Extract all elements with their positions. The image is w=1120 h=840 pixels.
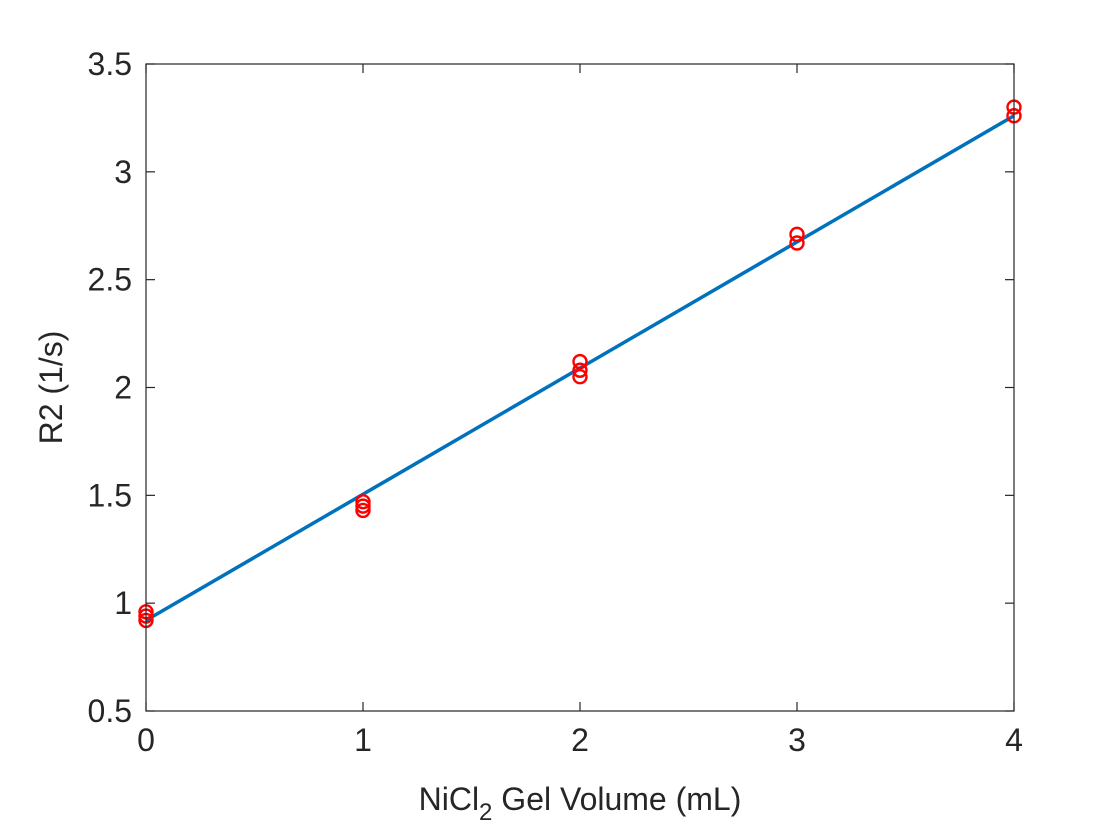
x-axis-label: NiCl2 Gel Volume (mL): [419, 781, 742, 826]
x-tick-label: 2: [571, 722, 589, 758]
x-tick-label: 1: [354, 722, 372, 758]
y-tick-label: 2.5: [88, 262, 132, 298]
y-tick-label: 0.5: [88, 693, 132, 729]
y-tick-label: 1: [114, 585, 132, 621]
y-tick-label: 2: [114, 370, 132, 406]
data-point-marker: [355, 494, 371, 510]
tick-labels-layer: 0 1 2 3 4 0.5 1 1.5 2 2.5 3 3.5: [88, 46, 1023, 758]
y-tick-label: 1.5: [88, 477, 132, 513]
data-point-marker: [572, 362, 588, 378]
data-point-marker: [572, 369, 588, 385]
y-axis-label: R2 (1/s): [33, 331, 69, 445]
data-point-marker: [355, 502, 371, 519]
x-axis-label-subscript: 2: [479, 799, 492, 826]
plot-area: [138, 99, 1022, 629]
axes-box: [145, 63, 1015, 712]
data-point-marker: [789, 226, 805, 243]
x-tick-label: 3: [788, 722, 806, 758]
data-point-marker: [789, 235, 805, 251]
x-axis-label-rest: Gel Volume (mL): [492, 781, 741, 817]
y-tick-label: 3.5: [88, 46, 132, 82]
y-tick-label: 3: [114, 154, 132, 190]
x-tick-label: 4: [1005, 722, 1023, 758]
data-point-marker: [572, 353, 588, 370]
x-tick-label: 0: [137, 722, 155, 758]
x-axis-label-main: NiCl: [419, 781, 479, 817]
data-point-marker: [355, 498, 371, 514]
